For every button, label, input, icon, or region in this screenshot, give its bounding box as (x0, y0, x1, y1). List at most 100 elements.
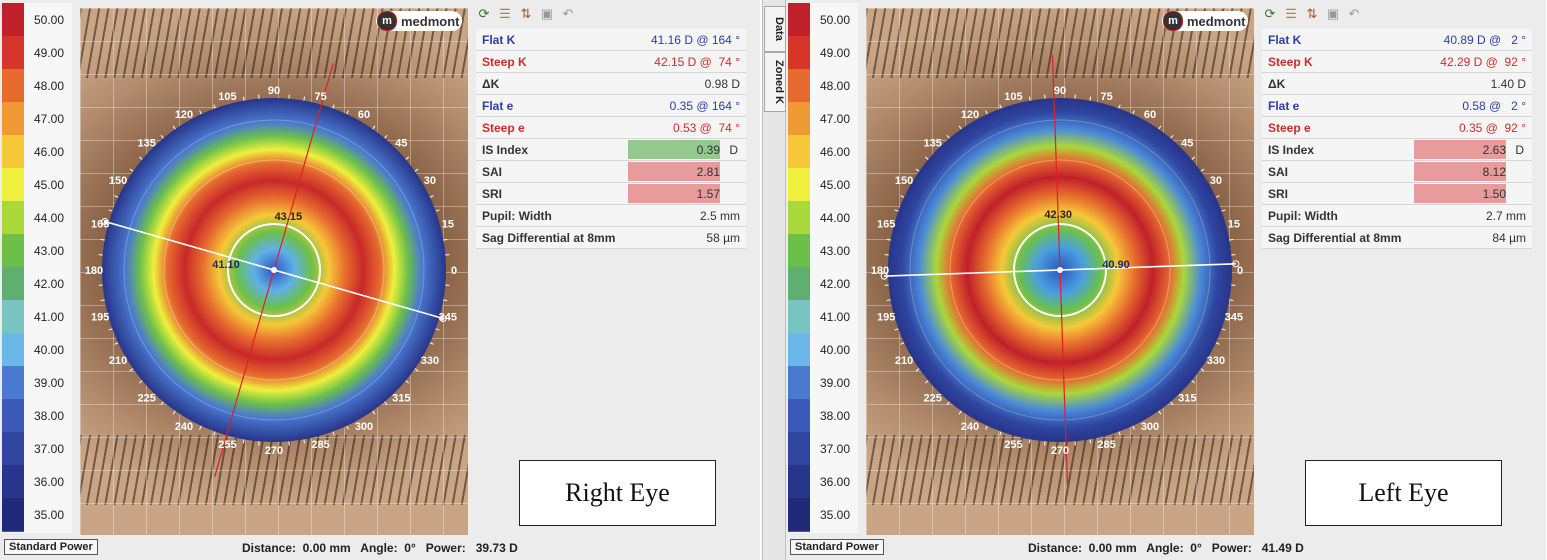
scale-swatch (788, 432, 810, 466)
scale-row: 38.00 (2, 399, 72, 433)
scale-value: 47.00 (34, 112, 65, 126)
topography-map[interactable]: 0 15 30 45 60 75 90 105 120 135 150 165 180 195 210 225… (80, 8, 468, 535)
axis-tick (332, 431, 335, 436)
scale-swatch (2, 300, 24, 334)
undo-icon[interactable]: ↶ (562, 6, 574, 21)
axis-tick (372, 125, 376, 130)
data-row-value: 42.29 D @ 92 ° (1440, 55, 1526, 69)
status-footer: Standard Power Distance: 0.00 mm Angle: 0… (788, 538, 1544, 558)
axis-angle-label: 30 (424, 175, 436, 187)
scale-value: 38.00 (34, 409, 65, 423)
axis-tick (886, 299, 891, 302)
axis-tick (924, 156, 929, 160)
scale-swatch (2, 201, 24, 235)
axis-tick (1089, 439, 1092, 444)
index-cell-green (628, 140, 720, 159)
axis-angle-label: 330 (1207, 355, 1225, 367)
scale-swatch (788, 135, 810, 169)
save-icon[interactable]: ▣ (1326, 6, 1340, 21)
scale-row: 40.00 (788, 333, 858, 367)
axis-tick (405, 380, 410, 384)
axis-angle-label: 105 (1004, 91, 1022, 103)
refresh-icon[interactable]: ⟳ (478, 6, 490, 21)
axis-tick (108, 328, 113, 331)
save-icon[interactable]: ▣ (540, 6, 554, 21)
axis-tick (138, 380, 143, 384)
data-row-value: 2.5 mm (699, 209, 740, 223)
axis-tick (1170, 134, 1174, 139)
axis-tick (946, 401, 950, 406)
sort-icon[interactable]: ⇅ (1306, 6, 1318, 21)
axis-tick (946, 134, 950, 139)
scale-value: 49.00 (34, 46, 65, 60)
eye-caption-box: Left Eye (1305, 460, 1502, 526)
axis-tick (172, 125, 176, 130)
axis-tick (405, 156, 410, 160)
axis-angle-label: 15 (1228, 218, 1240, 230)
sort-icon[interactable]: ⇅ (520, 6, 532, 21)
keratometry-data-table: Flat K 40.89 D @ 2 ° Steep K 42.29 D @ 92 °… (1262, 29, 1532, 249)
axis-angle-label: 15 (442, 218, 454, 230)
axis-tick (414, 368, 419, 372)
zone-ring (163, 159, 385, 381)
axis-angle-label: 270 (265, 445, 283, 457)
axis-tick (1118, 104, 1121, 109)
scale-row: 43.00 (2, 234, 72, 268)
scale-swatch (788, 399, 810, 433)
axis-tick (999, 104, 1002, 109)
data-row: SAI 8.12 (1262, 161, 1532, 183)
axis-angle-label: 225 (924, 392, 942, 404)
axis-tick (1089, 96, 1092, 101)
scale-value: 43.00 (34, 244, 65, 258)
tab-zoned-k[interactable]: Zoned K (764, 52, 786, 112)
axis-tick (172, 410, 176, 415)
data-row-value: 40.89 D @ 2 ° (1443, 33, 1526, 47)
scale-value: 36.00 (34, 475, 65, 489)
data-row: Pupil: Width 2.7 mm (1262, 205, 1532, 227)
undo-icon[interactable]: ↶ (1348, 6, 1360, 21)
axis-tick (435, 328, 440, 331)
scale-row: 35.00 (788, 498, 858, 532)
scale-row: 36.00 (2, 465, 72, 499)
scale-row: 46.00 (788, 135, 858, 169)
data-row-label: SRI (1268, 187, 1289, 201)
data-row: Flat K 40.89 D @ 2 ° (1262, 29, 1532, 51)
data-row-value: 1.40 D (1490, 77, 1526, 91)
axis-tick (213, 104, 216, 109)
axis-tick (429, 342, 434, 345)
index-cell-red (1414, 162, 1506, 181)
axis-tick (213, 431, 216, 436)
axis-tick (894, 209, 899, 212)
topography-map[interactable]: 0 15 30 45 60 75 90 105 120 135 150 165 180 195 210 225… (866, 8, 1254, 535)
data-row-label: Sag Differential at 8mm (1268, 231, 1402, 245)
tab-data[interactable]: Data (764, 6, 786, 52)
data-row: Sag Differential at 8mm 58 µm (476, 227, 746, 249)
axis-angle-label: 255 (1004, 439, 1022, 451)
data-row: SRI 1.57 (476, 183, 746, 205)
axis-tick (332, 104, 335, 109)
data-row: Sag Differential at 8mm 84 µm (1262, 227, 1532, 249)
axis-angle-label: 45 (1181, 138, 1193, 150)
data-row-value: 0.35 @ 92 ° (1458, 121, 1526, 135)
data-row-value: 41.16 D @ 164 ° (650, 33, 740, 47)
standard-power-button[interactable]: Standard Power (4, 539, 98, 555)
scale-swatch (2, 3, 24, 37)
axis-tick (1158, 410, 1162, 415)
scale-value: 38.00 (820, 409, 851, 423)
color-scale-legend: 50.00 49.00 48.00 47.00 46.00 45.00 44.00 43.00… (2, 3, 72, 533)
axis-tick (1200, 368, 1205, 372)
list-icon[interactable]: ☰ (499, 6, 511, 21)
eyelash-texture (866, 435, 1254, 505)
medmont-logo-mark: m (377, 11, 397, 31)
standard-power-button[interactable]: Standard Power (790, 539, 884, 555)
axis-angle-label: 90 (268, 85, 280, 97)
pupil-outline (1013, 223, 1107, 317)
zone-ring (909, 119, 1211, 421)
axis-tick (384, 401, 388, 406)
axis-angle-label: 285 (1097, 439, 1115, 451)
refresh-icon[interactable]: ⟳ (1264, 6, 1276, 21)
axis-angle-label: 90 (1054, 85, 1066, 97)
data-row-label: IS Index (482, 143, 529, 157)
list-icon[interactable]: ☰ (1285, 6, 1297, 21)
medmont-logo-text: medmont (1187, 13, 1246, 29)
